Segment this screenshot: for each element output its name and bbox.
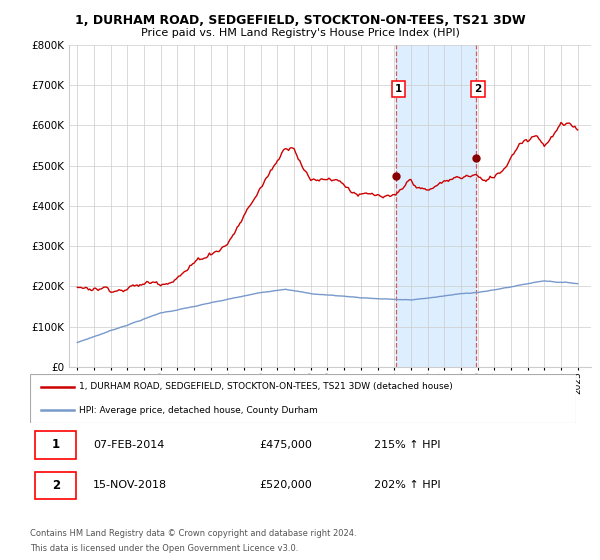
Bar — [396, 45, 476, 367]
Text: £520,000: £520,000 — [259, 480, 312, 491]
FancyBboxPatch shape — [30, 374, 576, 423]
Text: This data is licensed under the Open Government Licence v3.0.: This data is licensed under the Open Gov… — [30, 544, 298, 553]
Text: 1: 1 — [52, 438, 60, 451]
FancyBboxPatch shape — [35, 472, 76, 500]
Text: Price paid vs. HM Land Registry's House Price Index (HPI): Price paid vs. HM Land Registry's House … — [140, 28, 460, 38]
Text: HPI: Average price, detached house, County Durham: HPI: Average price, detached house, Coun… — [79, 406, 318, 415]
Text: 202% ↑ HPI: 202% ↑ HPI — [374, 480, 440, 491]
Text: Contains HM Land Registry data © Crown copyright and database right 2024.: Contains HM Land Registry data © Crown c… — [30, 529, 356, 538]
Text: 2: 2 — [52, 479, 60, 492]
Text: 2: 2 — [475, 84, 482, 94]
FancyBboxPatch shape — [35, 431, 76, 459]
Text: 215% ↑ HPI: 215% ↑ HPI — [374, 440, 440, 450]
Text: 1, DURHAM ROAD, SEDGEFIELD, STOCKTON-ON-TEES, TS21 3DW: 1, DURHAM ROAD, SEDGEFIELD, STOCKTON-ON-… — [74, 14, 526, 27]
Text: 07-FEB-2014: 07-FEB-2014 — [93, 440, 164, 450]
Text: £475,000: £475,000 — [259, 440, 312, 450]
Text: 15-NOV-2018: 15-NOV-2018 — [93, 480, 167, 491]
Text: 1, DURHAM ROAD, SEDGEFIELD, STOCKTON-ON-TEES, TS21 3DW (detached house): 1, DURHAM ROAD, SEDGEFIELD, STOCKTON-ON-… — [79, 382, 453, 391]
Text: 1: 1 — [395, 84, 402, 94]
